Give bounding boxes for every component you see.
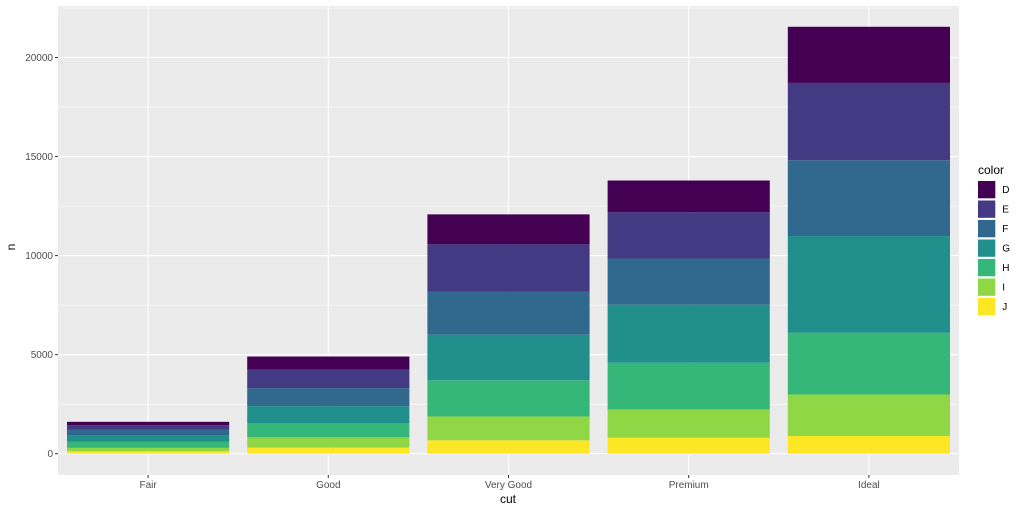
bar-segment — [427, 244, 590, 292]
bar-segment — [787, 26, 950, 83]
legend-swatch — [978, 278, 996, 296]
bar-segment — [427, 334, 590, 381]
y-tick-label: 10000 — [25, 251, 53, 262]
legend-label: J — [1002, 302, 1007, 313]
bar-segment — [787, 435, 950, 454]
bar-segment — [607, 212, 770, 259]
bar-segment — [247, 356, 410, 370]
bar-segment — [427, 380, 590, 417]
x-axis-title: cut — [500, 492, 517, 506]
bar-segment — [247, 406, 410, 424]
legend-title: color — [978, 163, 1004, 177]
bar-segment — [247, 423, 410, 438]
x-tick-label: Ideal — [858, 480, 880, 491]
y-axis-title: n — [4, 244, 18, 251]
bar-segment — [607, 409, 770, 438]
legend-label: F — [1002, 224, 1008, 235]
y-tick-label: 20000 — [25, 53, 53, 64]
legend-label: H — [1002, 263, 1009, 274]
legend-swatch — [978, 220, 996, 238]
legend-label: E — [1002, 205, 1009, 216]
y-tick-label: 15000 — [25, 152, 53, 163]
y-axis: 0 5000 10000 15000 20000 — [25, 53, 58, 460]
x-tick-label: Premium — [669, 480, 709, 491]
x-tick-label: Very Good — [485, 480, 532, 491]
legend-swatch — [978, 181, 996, 199]
bar-segment — [247, 447, 410, 454]
bar-segment — [427, 214, 590, 245]
bar-segment — [67, 425, 230, 430]
legend-label: G — [1002, 244, 1010, 255]
legend-swatch — [978, 200, 996, 218]
bar-segment — [247, 388, 410, 407]
bar-segment — [247, 369, 410, 389]
bar-segment — [427, 416, 590, 441]
bar-segment — [787, 394, 950, 436]
y-tick-label: 0 — [47, 449, 53, 460]
bar-segment — [67, 451, 230, 454]
bar-segment — [607, 304, 770, 363]
bar-segment — [427, 291, 590, 335]
legend-swatch — [978, 259, 996, 277]
legend-swatch — [978, 239, 996, 257]
legend-label: I — [1002, 283, 1005, 294]
bar-segment — [67, 421, 230, 426]
x-tick-label: Fair — [139, 480, 157, 491]
x-tick-label: Good — [316, 480, 340, 491]
bar-segment — [67, 429, 230, 436]
bar-segment — [607, 437, 770, 454]
bar-segment — [247, 437, 410, 448]
legend-label: D — [1002, 185, 1009, 196]
bar-segment — [67, 435, 230, 442]
bar-segment — [787, 82, 950, 161]
x-axis: Fair Good Very Good Premium Ideal — [139, 475, 880, 491]
y-tick-label: 5000 — [31, 350, 54, 361]
bars — [67, 26, 950, 454]
bar-segment — [607, 180, 770, 213]
bar-segment — [787, 160, 950, 237]
bar-segment — [67, 447, 230, 452]
bar-segment — [787, 332, 950, 395]
bar-segment — [607, 258, 770, 305]
bar-segment — [67, 441, 230, 448]
bar-segment — [427, 440, 590, 454]
legend-swatch — [978, 298, 996, 316]
bar-segment — [607, 362, 770, 410]
bar-segment — [787, 236, 950, 333]
